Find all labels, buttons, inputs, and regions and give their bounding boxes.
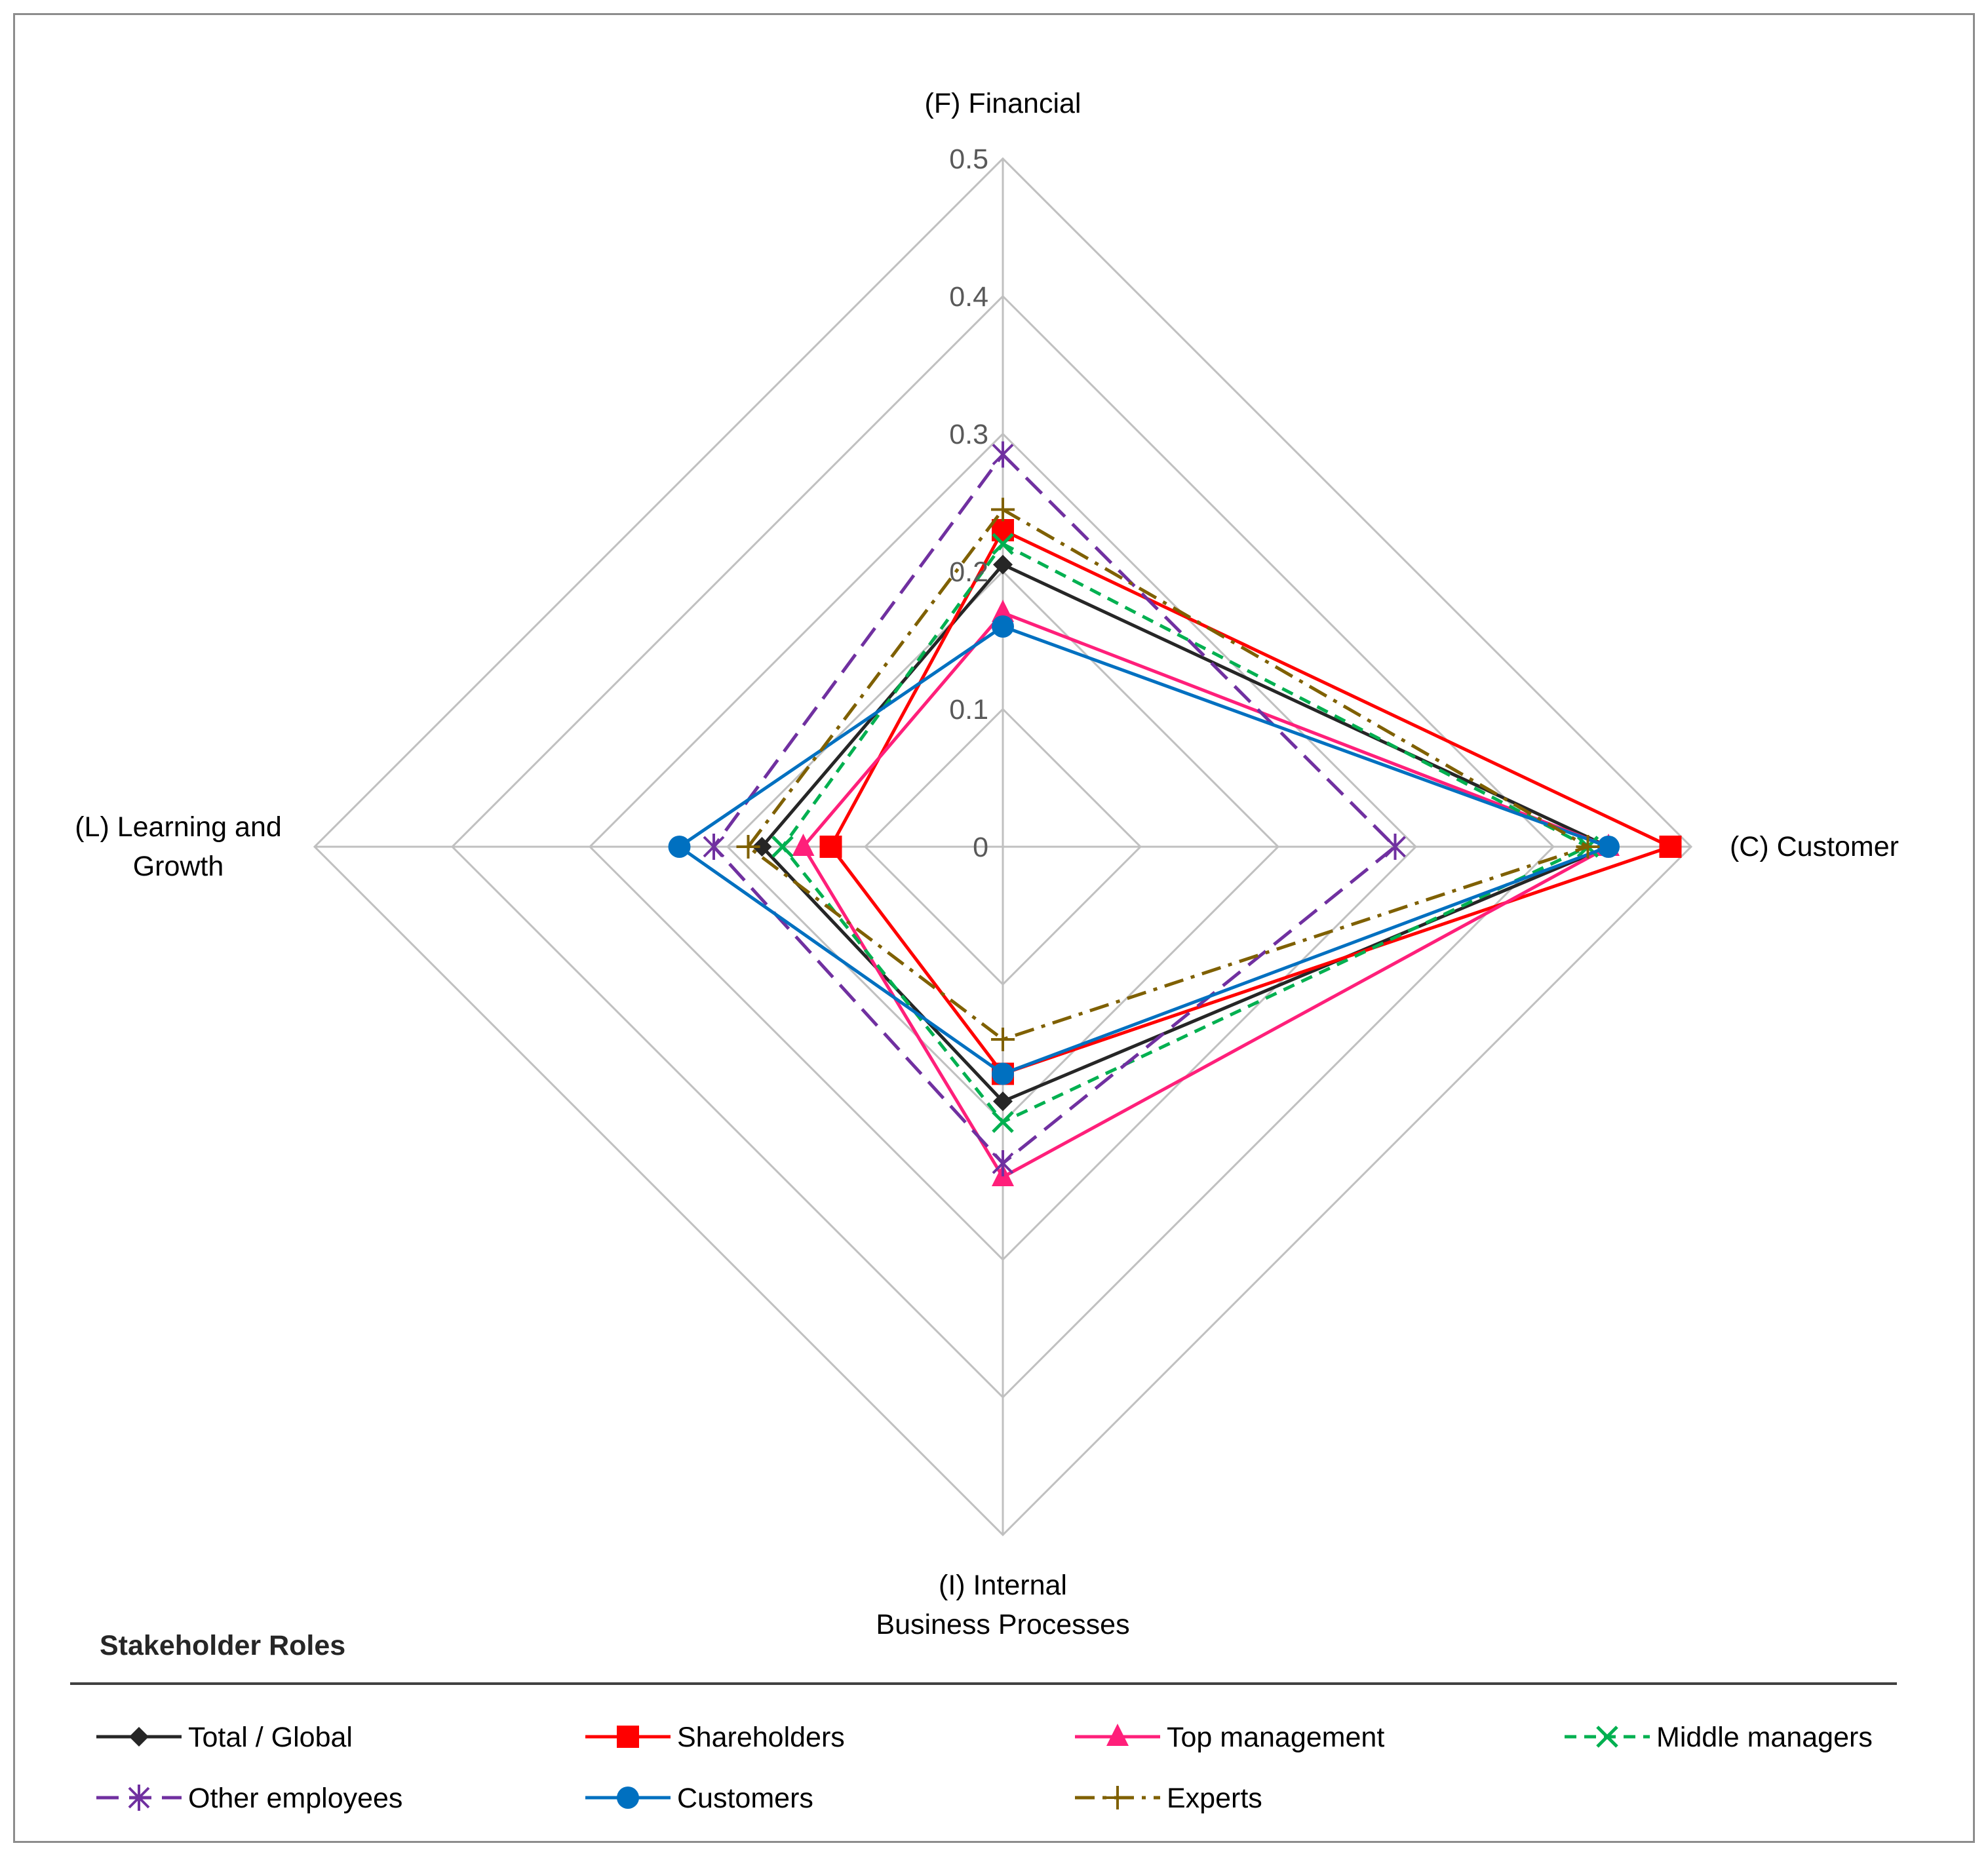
- series-other-employees: [703, 441, 1406, 1176]
- legend-label-total-global: Total / Global: [188, 1722, 353, 1753]
- point-other-employees-l: [703, 834, 725, 860]
- axis-label-f: (F) Financial: [925, 88, 1082, 119]
- legend-marker-experts: [1106, 1786, 1129, 1809]
- legend-item-total-global: Total / Global: [96, 1722, 353, 1753]
- legend-item-top-management: Top management: [1075, 1722, 1384, 1753]
- series-customers: [668, 615, 1620, 1085]
- point-shareholders-c: [1659, 836, 1682, 858]
- tick-labels: 0 0.1 0.2 0.3 0.4 0.5: [949, 144, 988, 863]
- legend-title: Stakeholder Roles: [100, 1630, 345, 1661]
- legend-marker-total-global: [129, 1727, 149, 1747]
- point-total-global-l: [752, 837, 772, 857]
- series-line-middle-managers: [781, 542, 1589, 1124]
- legend: Stakeholder Roles Total / Global Sharehold…: [70, 1630, 1897, 1814]
- series-line-total-global: [760, 563, 1610, 1103]
- series-shareholders: [819, 519, 1682, 1085]
- point-other-employees-i: [992, 1150, 1014, 1176]
- point-middle-managers-i: [992, 1111, 1014, 1133]
- series-line-experts: [747, 508, 1589, 1041]
- legend-label-other-employees: Other employees: [188, 1783, 402, 1814]
- point-experts-i: [991, 1028, 1015, 1051]
- spokes: [315, 159, 1691, 1535]
- point-top-management-f: [992, 600, 1014, 622]
- point-experts-l: [736, 835, 760, 859]
- point-customers-c: [1597, 836, 1620, 858]
- legend-item-middle-managers: Middle managers: [1565, 1722, 1873, 1753]
- series-middle-managers: [771, 533, 1599, 1133]
- point-other-employees-c: [1384, 834, 1406, 860]
- legend-item-shareholders: Shareholders: [585, 1722, 845, 1753]
- legend-item-customers: Customers: [585, 1783, 813, 1814]
- point-customers-f: [992, 615, 1014, 638]
- chart-frame: [13, 13, 1975, 1843]
- legend-label-customers: Customers: [677, 1783, 813, 1814]
- point-total-global-i: [993, 1091, 1013, 1112]
- legend-item-other-employees: Other employees: [96, 1783, 402, 1814]
- legend-label-middle-managers: Middle managers: [1656, 1722, 1873, 1753]
- legend-label-top-management: Top management: [1167, 1722, 1384, 1753]
- legend-item-experts: Experts: [1075, 1783, 1262, 1814]
- point-experts-c: [1576, 835, 1600, 859]
- series-group: [668, 441, 1682, 1186]
- tick-label-3: 0.3: [949, 419, 988, 450]
- axis-label-i: (I) Internal Business Processes: [876, 1570, 1129, 1640]
- point-shareholders-l: [819, 836, 842, 858]
- point-middle-managers-f: [992, 533, 1014, 555]
- tick-label-2: 0.2: [949, 556, 988, 588]
- tick-label-4: 0.4: [949, 281, 988, 313]
- series-experts: [736, 497, 1600, 1051]
- legend-label-shareholders: Shareholders: [677, 1722, 845, 1753]
- point-customers-i: [992, 1062, 1014, 1085]
- legend-marker-middle-managers: [1596, 1726, 1618, 1748]
- point-customers-l: [668, 836, 691, 858]
- tick-label-1: 0.1: [949, 694, 988, 725]
- tick-label-0: 0: [973, 832, 988, 863]
- point-middle-managers-l: [771, 836, 794, 858]
- point-total-global-f: [993, 554, 1013, 575]
- series-line-customers: [678, 625, 1610, 1075]
- tick-label-5: 0.5: [949, 144, 988, 175]
- axis-label-l: (L) Learning and Growth: [75, 811, 282, 882]
- point-top-management-l: [792, 834, 815, 856]
- axis-label-c: (C) Customer: [1730, 831, 1899, 862]
- legend-marker-other-employees: [128, 1785, 150, 1811]
- legend-label-experts: Experts: [1167, 1783, 1262, 1814]
- legend-marker-top-management: [1106, 1724, 1129, 1746]
- point-other-employees-f: [992, 441, 1014, 468]
- axis-labels: (F) Financial (C) Customer (I) Internal Bus…: [75, 88, 1899, 1640]
- legend-marker-shareholders: [617, 1726, 639, 1748]
- point-experts-f: [991, 497, 1015, 522]
- legend-marker-customers: [617, 1787, 639, 1809]
